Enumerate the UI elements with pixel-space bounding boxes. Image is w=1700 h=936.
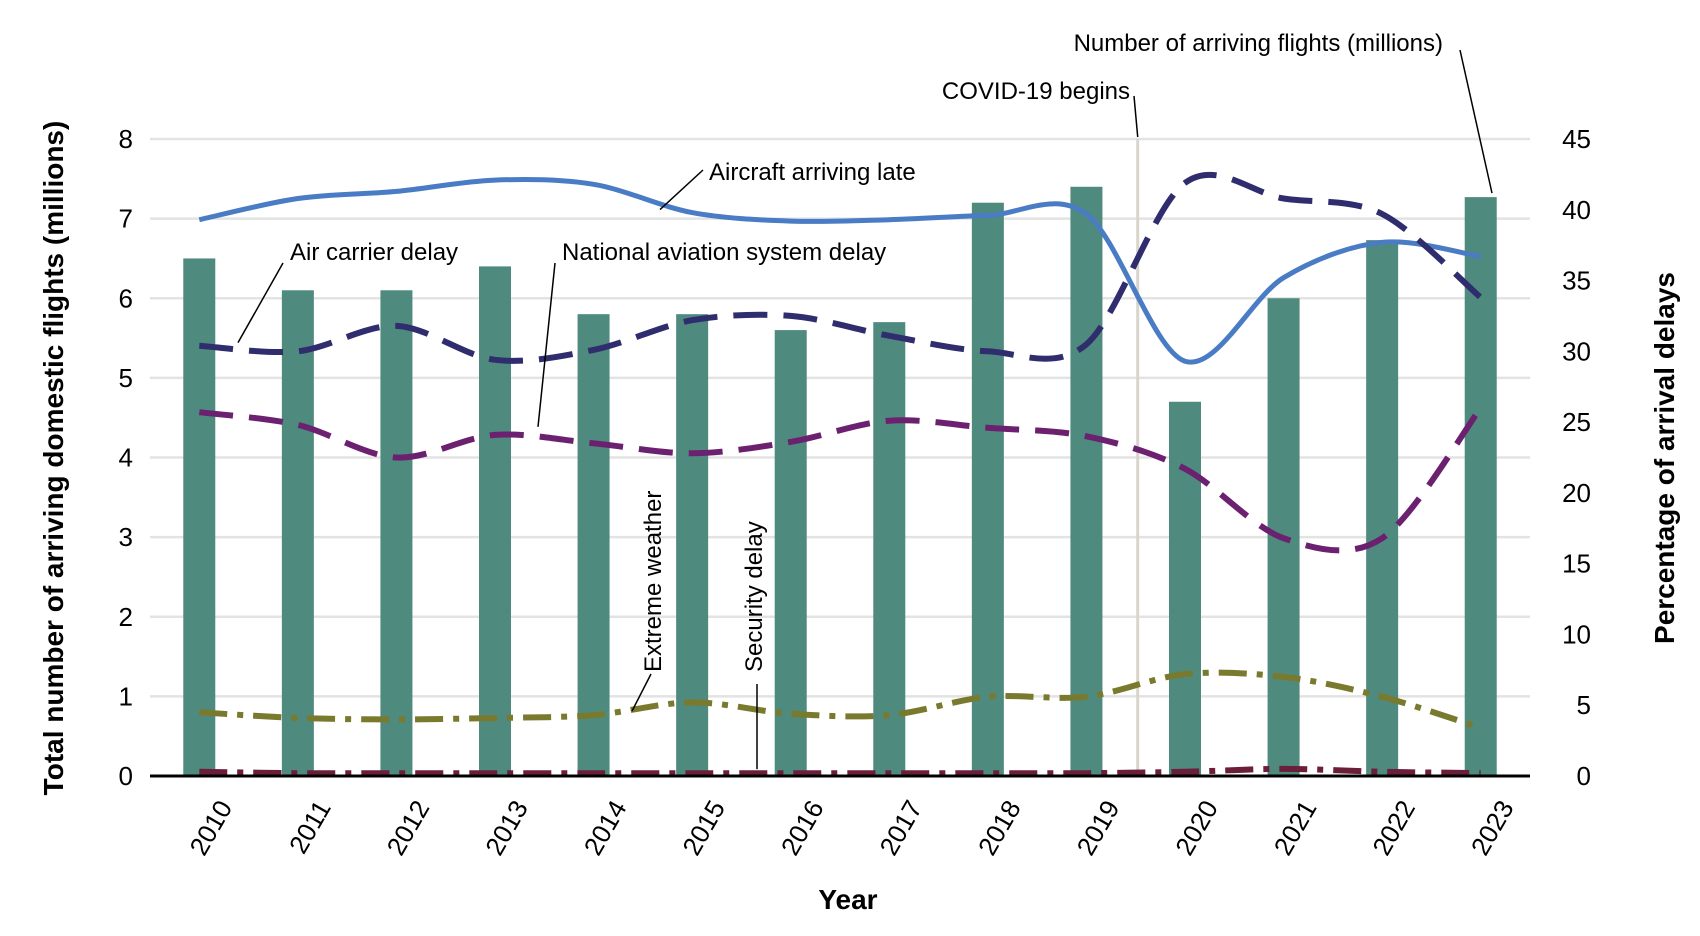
line-aircraft-arriving-late	[198, 176, 1482, 365]
y-right-tick-label: 25	[1562, 407, 1591, 437]
x-tick-label: 2022	[1366, 795, 1421, 860]
x-axis-title: Year	[818, 884, 877, 915]
y-left-tick-label: 3	[119, 522, 133, 552]
y-left-axis-title: Total number of arriving domestic flight…	[38, 121, 69, 796]
x-tick-label: 2023	[1465, 795, 1520, 860]
x-tick-label: 2020	[1169, 795, 1224, 860]
gridlines	[150, 137, 1530, 698]
bar-flights-2014	[577, 314, 610, 776]
bar-flights-2012	[380, 290, 413, 776]
annotation-leader	[631, 673, 652, 712]
y-right-tick-label: 15	[1562, 549, 1591, 579]
x-tick-label: 2010	[183, 795, 238, 860]
bar-flights-2015	[676, 314, 709, 776]
y-right-tick-label: 35	[1562, 266, 1591, 296]
annotation-leader	[237, 262, 284, 344]
annotation-label: Security delay	[741, 521, 768, 672]
bar-flights-2016	[774, 330, 807, 776]
annotation-label: National aviation system delay	[562, 239, 886, 266]
bar-flights-2010	[183, 258, 216, 776]
y-left-tick-label: 4	[119, 443, 133, 473]
bar-flights-2019	[1070, 186, 1103, 776]
x-tick-label: 2017	[873, 795, 928, 860]
annotation-leader	[1133, 95, 1139, 138]
y-left-tick-label: 7	[119, 204, 133, 234]
annotation-leader	[537, 262, 556, 427]
y-right-tick-label: 10	[1562, 619, 1591, 649]
annotation-label: COVID-19 begins	[942, 78, 1130, 105]
y-left-tick-label: 2	[119, 602, 133, 632]
annotation-label: Air carrier delay	[290, 239, 458, 266]
bar-flights-2013	[479, 266, 511, 776]
y-left-tick-label: 6	[119, 283, 133, 313]
line-air-carrier-delay	[199, 171, 1483, 364]
y-right-tick-label: 45	[1562, 124, 1591, 154]
bar-flights-2011	[281, 290, 314, 776]
y-right-tick-label: 0	[1577, 761, 1591, 791]
annotation-label: Extreme weather	[640, 491, 667, 672]
x-tick-label: 2015	[676, 795, 731, 860]
x-tick-label: 2016	[775, 795, 830, 860]
y-right-tick-label: 30	[1562, 336, 1591, 366]
x-tick-label: 2018	[972, 795, 1027, 860]
annotation-leader	[1459, 49, 1493, 194]
line-extreme-weather	[199, 669, 1482, 731]
x-tick-label: 2013	[479, 795, 534, 860]
y-left-tick-label: 1	[119, 681, 133, 711]
line-national-aviation-system-delay	[198, 406, 1484, 554]
x-tick-label: 2021	[1268, 795, 1323, 860]
bar-flights-2022	[1366, 240, 1399, 776]
bar-series	[183, 186, 1497, 777]
line-series	[198, 171, 1484, 777]
annotation-label: Aircraft arriving late	[709, 159, 916, 186]
x-tick-label: 2012	[380, 795, 435, 860]
y-left-tick-label: 5	[119, 363, 133, 393]
x-tick-label: 2014	[578, 795, 633, 860]
annotations: Number of arriving flights (millions) COV…	[237, 30, 1493, 770]
annotation-leader	[659, 169, 704, 211]
bar-flights-2017	[873, 322, 906, 776]
y-left-tick-label: 0	[119, 761, 133, 791]
y-right-tick-label: 20	[1562, 478, 1591, 508]
bar-flights-2018	[971, 202, 1004, 776]
x-tick-label: 2019	[1070, 795, 1125, 860]
y-right-axis-title: Percentage of arrival delays	[1649, 272, 1680, 644]
y-right-tick-label: 40	[1562, 195, 1591, 225]
x-tick-label: 2011	[283, 795, 337, 858]
y-left-tick-label: 8	[119, 124, 133, 154]
annotation-label: Number of arriving flights (millions)	[1074, 30, 1443, 57]
y-right-tick-label: 5	[1577, 690, 1591, 720]
bar-flights-2020	[1169, 401, 1201, 776]
